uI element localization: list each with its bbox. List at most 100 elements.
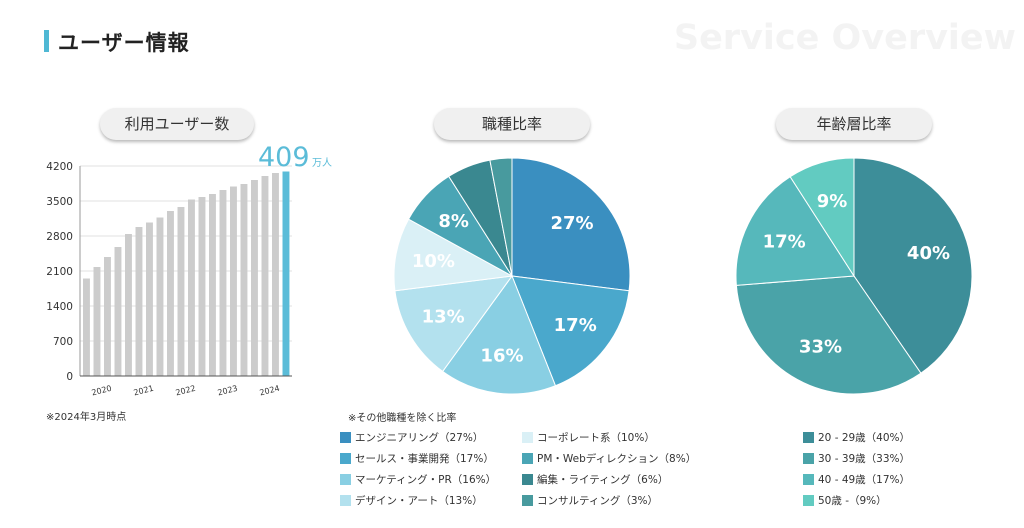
x-tick-label: 2020	[91, 384, 113, 398]
y-tick-label: 0	[66, 371, 73, 383]
bar	[177, 207, 185, 376]
users-note: ※2024年3月時点	[46, 412, 127, 423]
legend-label: マーケティング・PR（16%）	[355, 474, 497, 486]
legend-label: 40 - 49歳（17%）	[818, 474, 911, 486]
bar	[209, 194, 216, 376]
pie-slice-label: 17%	[554, 315, 597, 336]
job-pie-chart: 27% 17% 16% 13% 10% 8%	[393, 157, 631, 395]
bar-current	[282, 171, 290, 376]
y-tick-label: 2100	[46, 266, 73, 278]
legend-label: 50歳 -（9%）	[818, 495, 887, 507]
legend-item: 40 - 49歳（17%）	[803, 472, 910, 487]
legend-label: 20 - 29歳（40%）	[818, 432, 911, 444]
legend-label: 編集・ライティング（6%）	[537, 474, 669, 486]
bar	[198, 197, 206, 376]
legend-swatch	[803, 453, 814, 464]
legend-label: コーポレート系（10%）	[537, 432, 655, 444]
legend-item: PM・Webディレクション（8%）	[522, 451, 696, 466]
legend-label: エンジニアリング（27%）	[355, 432, 484, 444]
bar	[219, 190, 227, 376]
legend-item: コンサルティング（3%）	[522, 493, 658, 508]
bar	[114, 247, 122, 376]
pie-slice	[394, 275, 514, 373]
pie-slice	[441, 274, 557, 395]
users-chart-title: 利用ユーザー数	[100, 108, 254, 140]
y-tick-label: 3500	[46, 196, 73, 208]
pie-slice-label: 8%	[438, 211, 469, 232]
legend-label: デザイン・アート（13%）	[355, 495, 483, 507]
bar	[156, 217, 164, 376]
job-note: ※その他職種を除く比率	[348, 413, 457, 424]
legend-swatch	[522, 453, 533, 464]
legend-item: 30 - 39歳（33%）	[803, 451, 910, 466]
legend-item: コーポレート系（10%）	[522, 430, 655, 445]
legend-swatch	[522, 474, 533, 485]
legend-item: セールス・事業開発（17%）	[340, 451, 494, 466]
legend-label: セールス・事業開発（17%）	[355, 453, 494, 465]
users-total-unit: 万人	[312, 157, 332, 169]
legend-swatch	[803, 495, 814, 506]
pie-slice	[489, 157, 513, 277]
x-tick-label: 2021	[133, 384, 155, 398]
pie-slice-label: 16%	[480, 345, 523, 366]
bar	[240, 184, 248, 376]
page-title: ユーザー情報	[58, 31, 190, 55]
pie-slice	[735, 275, 922, 395]
legend-swatch	[340, 432, 351, 443]
pie-slice-label: 17%	[763, 231, 806, 252]
bar	[135, 227, 143, 376]
legend-item: 20 - 29歳（40%）	[803, 430, 910, 445]
bar	[93, 267, 101, 376]
job-chart-title: 職種比率	[434, 108, 590, 140]
y-tick-label: 4200	[46, 161, 73, 173]
bar	[104, 257, 111, 376]
pie-slice	[511, 275, 630, 387]
y-tick-label: 700	[53, 336, 73, 348]
header-accent-bar	[44, 30, 49, 52]
legend-swatch	[340, 495, 351, 506]
legend-swatch	[803, 432, 814, 443]
legend-item: 編集・ライティング（6%）	[522, 472, 668, 487]
legend-item: エンジニアリング（27%）	[340, 430, 483, 445]
pie-slice	[853, 157, 973, 374]
pie-slice-label: 33%	[799, 336, 842, 357]
legend-swatch	[340, 453, 351, 464]
legend-swatch	[340, 474, 351, 485]
legend-swatch	[522, 495, 533, 506]
watermark-text: Service Overview	[673, 18, 1016, 58]
legend-label: PM・Webディレクション（8%）	[537, 453, 697, 465]
x-tick-label: 2024	[259, 384, 281, 398]
pie-slice-label: 27%	[550, 213, 593, 234]
bar	[251, 180, 258, 376]
pie-slice	[511, 157, 631, 292]
pie-slice	[393, 218, 514, 292]
pie-slice-label: 40%	[907, 243, 950, 264]
bar	[83, 278, 90, 376]
pie-slice	[789, 157, 855, 278]
legend-swatch	[803, 474, 814, 485]
pie-slice	[735, 176, 855, 286]
bar	[146, 222, 153, 376]
legend-label: 30 - 39歳（33%）	[818, 453, 911, 465]
pie-slice-label: 10%	[412, 251, 455, 272]
bar	[188, 199, 195, 376]
legend-item: デザイン・アート（13%）	[340, 493, 483, 508]
x-tick-label: 2023	[217, 384, 239, 398]
bar	[261, 176, 269, 376]
legend-item: マーケティング・PR（16%）	[340, 472, 496, 487]
bar	[230, 186, 237, 376]
legend-item: 50歳 -（9%）	[803, 493, 887, 508]
legend-label: コンサルティング（3%）	[537, 495, 659, 507]
y-tick-label: 1400	[46, 301, 73, 313]
age-pie-chart: 40% 33% 17% 9%	[735, 157, 973, 395]
pie-slice-label: 13%	[422, 307, 465, 328]
bar	[167, 211, 174, 376]
y-tick-label: 2800	[46, 231, 73, 243]
legend-swatch	[522, 432, 533, 443]
users-bar-chart: 0 700 1400 2100 2800 3500 4200 2020 2021 2022 2023…	[46, 142, 332, 397]
bar	[272, 173, 279, 376]
x-tick-label: 2022	[175, 384, 197, 398]
age-chart-title: 年齢層比率	[776, 108, 932, 140]
pie-slice-label: 9%	[817, 191, 848, 212]
